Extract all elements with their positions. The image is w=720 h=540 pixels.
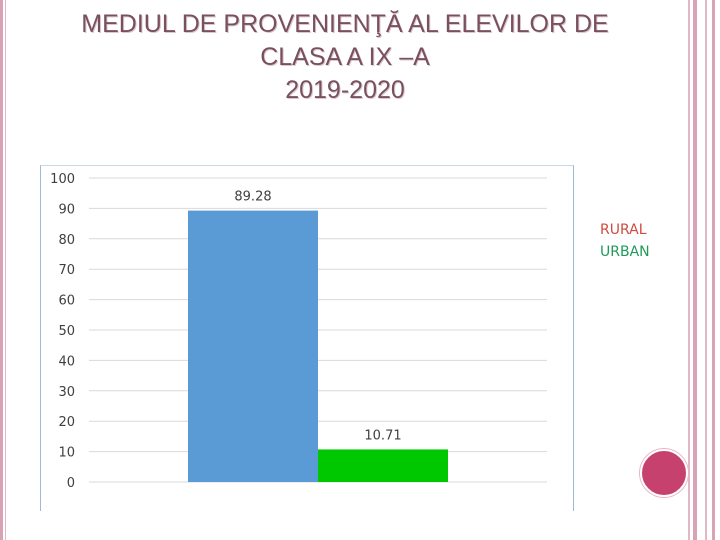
slide-title-line-3: 2019-2020	[285, 76, 405, 104]
y-tick-label: 10	[58, 446, 75, 461]
y-tick-label: 90	[58, 202, 75, 217]
left-border-stripe	[0, 0, 3, 540]
y-tick-label: 20	[58, 415, 75, 430]
right-border-stripe	[705, 0, 707, 540]
chart-frame: 0 10 20 30 40 50 60 70 80 90 100 89.28 10.71	[40, 165, 574, 511]
y-tick-label: 80	[58, 233, 75, 248]
right-border-stripe	[712, 0, 715, 540]
bar-chart: 0 10 20 30 40 50 60 70 80 90 100 89.28 10.71	[50, 172, 547, 491]
left-border-stripe	[5, 0, 6, 540]
y-tick-label: 70	[58, 263, 75, 278]
y-tick-label: 50	[58, 324, 75, 339]
decorative-circle	[640, 449, 688, 497]
bar-urban	[318, 449, 448, 482]
y-tick-label: 100	[50, 172, 75, 187]
y-tick-label: 0	[67, 476, 75, 491]
right-border-stripe	[688, 0, 690, 540]
slide-title-line-2: CLASA A IX –A	[260, 43, 430, 71]
data-label-rural: 89.28	[234, 190, 271, 205]
bar-rural	[188, 210, 318, 482]
y-tick-label: 60	[58, 294, 75, 309]
y-tick-label: 30	[58, 385, 75, 400]
slide-title-line-1: MEDIUL DE PROVENIENŢĂ AL ELEVILOR DE	[81, 10, 609, 38]
legend-item-urban: URBAN	[600, 244, 650, 260]
data-label-urban: 10.71	[364, 428, 401, 443]
legend-item-rural: RURAL	[600, 222, 647, 238]
y-tick-label: 40	[58, 354, 75, 369]
right-border-stripe	[693, 0, 697, 540]
